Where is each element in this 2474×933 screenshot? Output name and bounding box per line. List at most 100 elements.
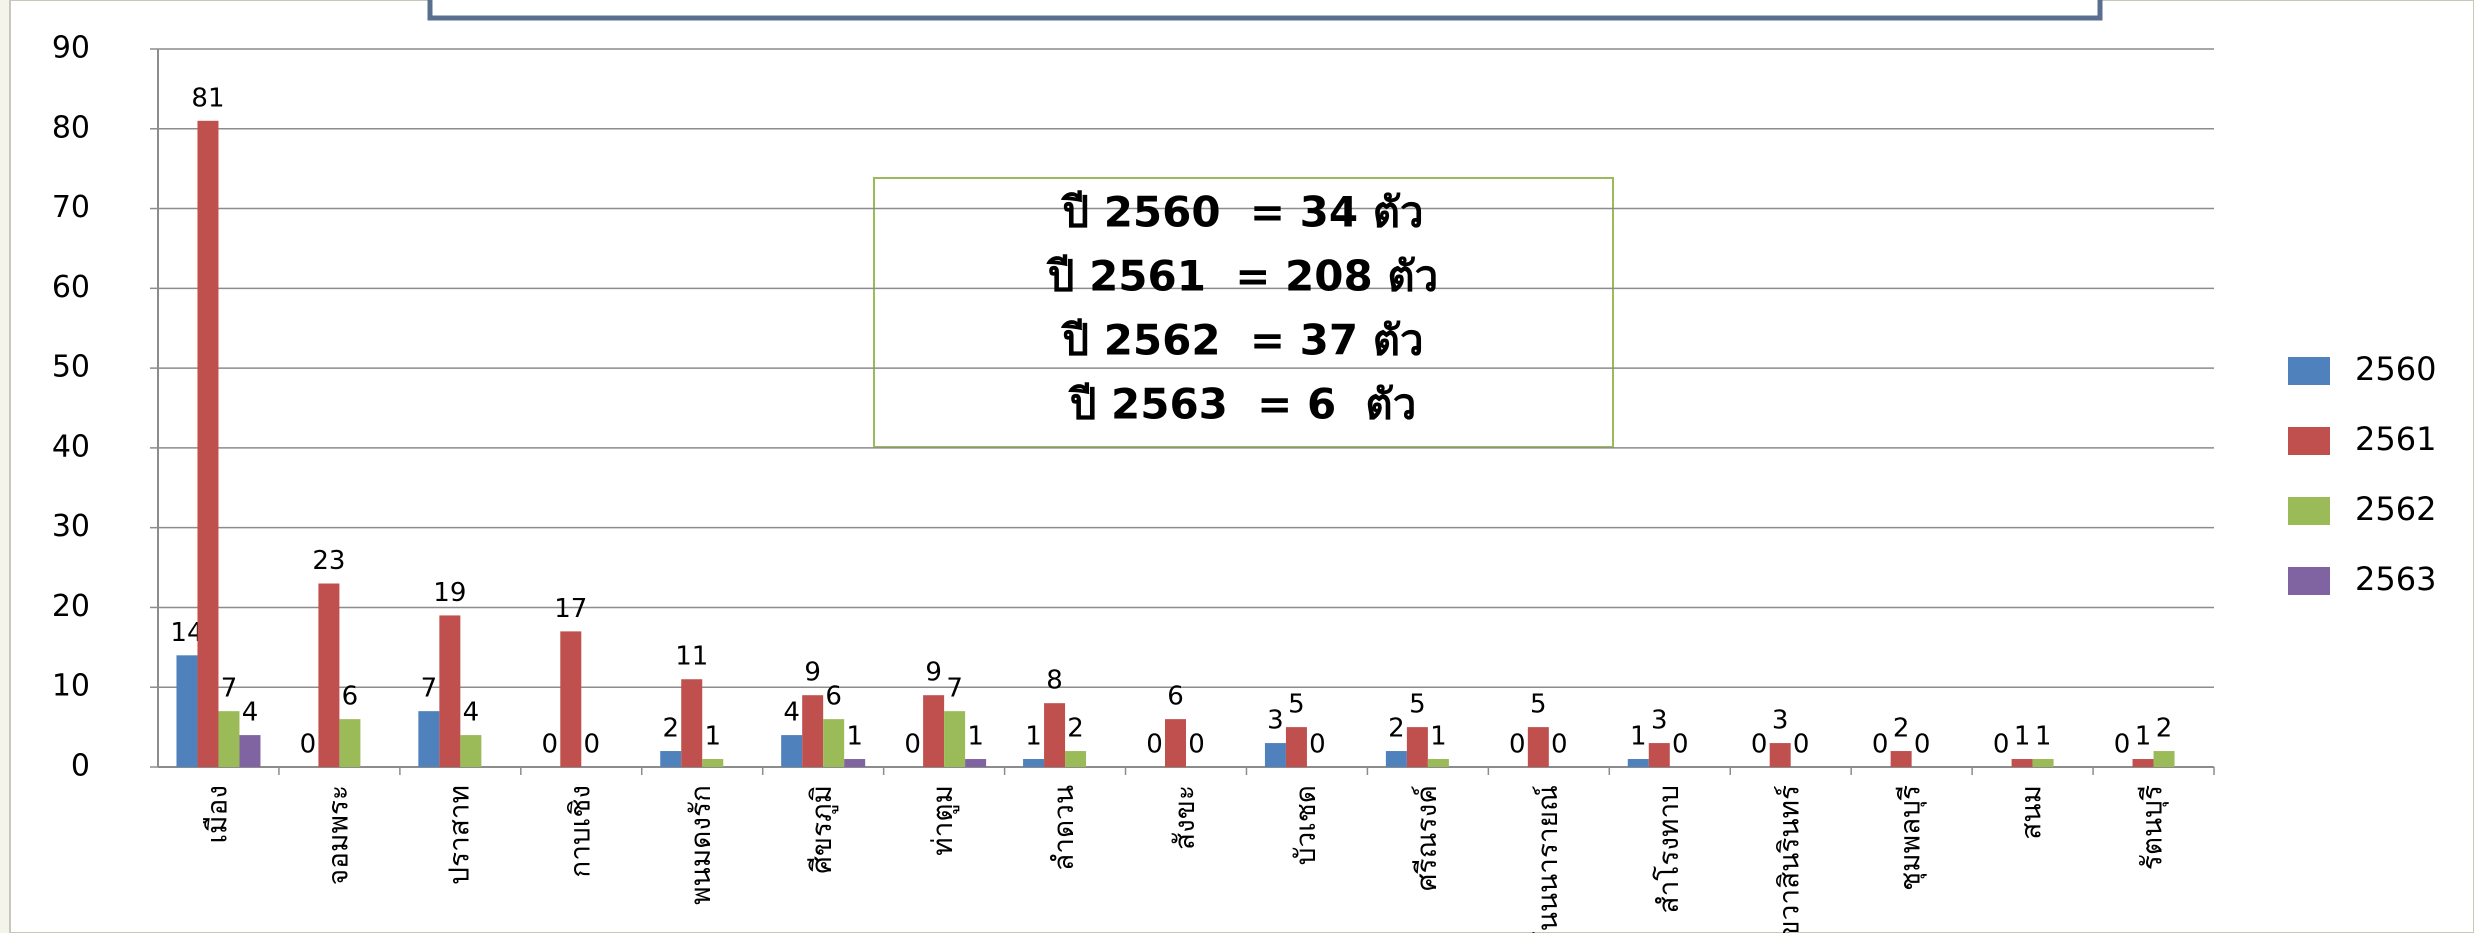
data-label: 0 — [1751, 730, 1768, 760]
x-tick-label: ศรีณรงค์ — [1410, 785, 1443, 891]
bar — [1065, 751, 1087, 767]
data-label: 0 — [584, 730, 601, 760]
data-label: 0 — [1509, 730, 1526, 760]
bar — [439, 615, 461, 767]
bar — [239, 735, 261, 767]
x-tick-label: กาบเชิง — [563, 785, 596, 878]
bar — [1890, 751, 1912, 767]
data-label: 0 — [1793, 730, 1810, 760]
x-tick-label: ลำดวน — [1047, 785, 1080, 871]
bar — [1044, 703, 1066, 767]
x-tick-label: สำโรงทาบ — [1652, 785, 1685, 914]
x-tick-label: บัวเชด — [1289, 785, 1322, 865]
legend-label: 2562 — [2355, 490, 2436, 528]
data-label: 0 — [2114, 730, 2131, 760]
data-label: 1 — [1430, 722, 1447, 752]
legend-swatch — [2288, 567, 2330, 595]
bar — [218, 711, 240, 767]
bar — [197, 120, 219, 768]
annotation: ปี 2560 = 34 ตัว — [1061, 188, 1424, 237]
x-tick-label: ปราสาท — [442, 785, 475, 885]
data-label: 2 — [2156, 714, 2173, 744]
x-tick-label: ชุมพลบุรี — [1894, 785, 1928, 891]
legend-label: 2560 — [2355, 350, 2436, 388]
data-label: 6 — [825, 682, 842, 712]
data-label: 0 — [904, 730, 921, 760]
data-label: 0 — [1551, 730, 1568, 760]
bar — [418, 711, 440, 767]
annotation: ปี 2563 = 6 ตัว — [1068, 380, 1416, 429]
bar — [1406, 727, 1428, 767]
bar — [1648, 743, 1670, 767]
data-label: 6 — [342, 682, 359, 712]
data-label: 0 — [1146, 730, 1163, 760]
bar — [460, 735, 482, 767]
data-label: 17 — [554, 594, 587, 624]
bar — [1527, 727, 1549, 767]
bar — [681, 679, 703, 767]
bar — [1264, 743, 1286, 767]
x-tick-label: ศีขรภูมิ — [805, 785, 839, 874]
y-tick-label: 0 — [71, 749, 90, 784]
bar — [923, 695, 945, 767]
data-label: 23 — [312, 546, 345, 576]
data-label: 0 — [1872, 730, 1889, 760]
bar — [2153, 751, 2175, 767]
data-label: 7 — [221, 674, 238, 704]
data-label: 6 — [1167, 682, 1184, 712]
bar — [318, 583, 340, 767]
bar — [944, 711, 966, 767]
x-tick-label: เมือง — [200, 785, 233, 844]
data-label: 8 — [1046, 666, 1063, 696]
bar — [823, 719, 845, 767]
data-label: 4 — [463, 698, 480, 728]
bar — [2032, 759, 2054, 767]
data-label: 2 — [662, 714, 679, 744]
data-label: 5 — [1288, 690, 1305, 720]
bar — [1165, 719, 1186, 767]
data-label: 1 — [2135, 722, 2152, 752]
data-label: 0 — [1993, 730, 2010, 760]
bar — [560, 631, 582, 767]
data-label: 0 — [542, 730, 559, 760]
data-label: 0 — [1188, 730, 1205, 760]
bar — [1627, 759, 1649, 767]
chart-area — [9, 0, 2474, 933]
title-box — [427, 0, 2103, 21]
bar — [176, 655, 198, 767]
data-label: 5 — [1409, 690, 1426, 720]
data-label: 1 — [1630, 722, 1647, 752]
data-label: 0 — [1309, 730, 1326, 760]
y-tick-label: 60 — [52, 270, 90, 305]
data-label: 0 — [300, 730, 317, 760]
data-label: 3 — [1651, 706, 1668, 736]
data-label: 19 — [433, 578, 466, 608]
bar — [1427, 759, 1449, 767]
data-label: 2 — [1067, 714, 1084, 744]
data-label: 7 — [946, 674, 963, 704]
data-label: 0 — [1914, 730, 1931, 760]
legend-label: 2561 — [2355, 420, 2436, 458]
bar — [1385, 751, 1407, 767]
y-tick-label: 40 — [52, 429, 90, 464]
data-label: 1 — [967, 722, 984, 752]
data-label: 9 — [925, 658, 942, 688]
data-label: 3 — [1772, 706, 1789, 736]
x-tick-label: สนม — [2015, 785, 2048, 840]
legend-swatch — [2288, 357, 2330, 385]
data-label: 1 — [2014, 722, 2031, 752]
x-tick-label: ท่าตูม — [926, 785, 960, 856]
data-label: 7 — [421, 674, 438, 704]
y-tick-label: 90 — [52, 31, 90, 66]
data-label: 1 — [846, 722, 863, 752]
y-tick-label: 30 — [52, 509, 90, 544]
data-label: 2 — [1388, 714, 1405, 744]
y-tick-label: 70 — [52, 190, 90, 225]
data-label: 0 — [1672, 730, 1689, 760]
summary-box — [873, 177, 1614, 448]
bar — [2011, 759, 2033, 767]
y-tick-label: 10 — [52, 669, 90, 704]
bar — [2132, 759, 2154, 767]
data-label: 11 — [675, 642, 708, 672]
data-label: 9 — [804, 658, 821, 688]
